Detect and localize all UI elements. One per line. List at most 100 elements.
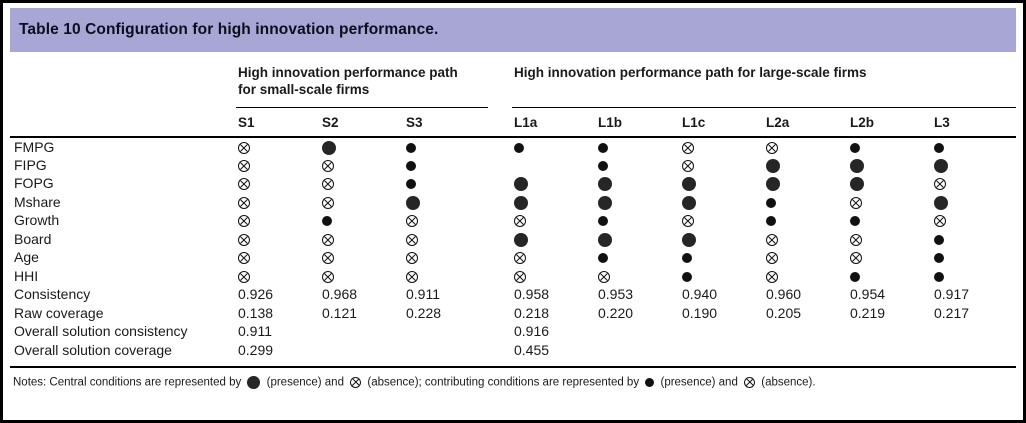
- column-header-s3: S3: [404, 107, 488, 138]
- stat-cell: 0.217: [934, 304, 970, 321]
- stat-cell: 0.220: [598, 304, 634, 321]
- gap-cell: [488, 137, 512, 156]
- central-presence-symbol: [514, 232, 528, 247]
- condition-cell: [320, 248, 404, 267]
- contributing-presence-legend-icon: [645, 377, 655, 387]
- condition-cell: [680, 137, 764, 156]
- stat-cell: 0.958: [514, 286, 550, 302]
- stat-cell: 0.219: [850, 304, 886, 321]
- condition-cell: [320, 174, 404, 193]
- absence-symbol: [934, 178, 946, 191]
- central-presence-symbol: [598, 195, 612, 210]
- absence-symbol: [322, 159, 334, 172]
- central-presence-symbol: [934, 195, 948, 210]
- condition-cell: [764, 229, 848, 248]
- absence-symbol: [682, 159, 694, 172]
- absence-symbol: [766, 141, 778, 154]
- absence-symbol: [598, 270, 610, 283]
- stat-row: Consistency 0.926 0.968 0.911 0.958 0.953 0.94…: [10, 285, 1016, 304]
- stat-cell: 0.953: [598, 286, 634, 302]
- stat-cell: 0.917: [934, 286, 970, 302]
- stat-cell: 0.121: [322, 304, 358, 321]
- condition-cell: [848, 155, 932, 174]
- column-header-s1: S1: [236, 107, 320, 138]
- absence-symbol: [322, 196, 334, 209]
- condition-cell: [764, 248, 848, 267]
- stat-cell: 0.926: [238, 286, 274, 302]
- central-presence-legend-icon: [247, 375, 261, 389]
- group-header-large-scale: High innovation performance path for lar…: [512, 65, 1017, 108]
- cond-row: Board: [10, 229, 1016, 248]
- absence-symbol: [766, 252, 778, 265]
- table-title-band: Table 10 Configuration for high innovati…: [10, 8, 1016, 52]
- stat-cell: [764, 322, 848, 341]
- stat-cell: [680, 322, 764, 341]
- contrib-presence-symbol: [934, 234, 944, 245]
- absence-symbol: [238, 159, 250, 172]
- condition-cell: [404, 211, 488, 230]
- column-header-l2a: L2a: [764, 107, 848, 138]
- central-presence-symbol: [766, 158, 780, 173]
- absence-symbol: [322, 233, 334, 246]
- gap-cell: [488, 211, 512, 230]
- condition-cell: [236, 229, 320, 248]
- absence-symbol: [850, 196, 862, 209]
- stat-cell: [680, 340, 764, 359]
- stat-cell: 0.968: [322, 286, 358, 302]
- absence-symbol: [766, 270, 778, 283]
- condition-cell: [680, 248, 764, 267]
- group-gap: [488, 65, 512, 107]
- column-header-row: S1 S2 S3 L1a L1b L1c L2a L2b L3: [10, 107, 1017, 138]
- contrib-presence-symbol: [766, 216, 776, 227]
- condition-cell: [512, 266, 596, 285]
- condition-cell: [932, 266, 1016, 285]
- stat-cell: 0.138: [238, 304, 274, 321]
- condition-cell: [680, 174, 764, 193]
- column-header-l2b: L2b: [848, 107, 932, 138]
- condition-cell: [404, 266, 488, 285]
- condition-cell: [680, 266, 764, 285]
- column-header-s2: S2: [320, 107, 404, 138]
- condition-cell: [764, 211, 848, 230]
- row-label: Overall solution consistency: [14, 323, 188, 339]
- stat-cell: 0.911: [238, 323, 272, 339]
- stat-cell: [848, 340, 932, 359]
- condition-cell: [848, 211, 932, 230]
- stat-cell: [596, 322, 680, 341]
- column-header-gap: [488, 107, 512, 138]
- condition-cell: [596, 248, 680, 267]
- condition-cell: [320, 211, 404, 230]
- cond-row: Age: [10, 248, 1016, 267]
- stat-cell: 0.205: [766, 304, 802, 321]
- contrib-presence-symbol: [514, 142, 524, 153]
- group-header-spacer: [10, 65, 236, 107]
- cond-row: FOPG: [10, 174, 1016, 193]
- condition-cell: [596, 174, 680, 193]
- condition-cell: [932, 155, 1016, 174]
- contrib-presence-symbol: [934, 142, 944, 153]
- absence-symbol: [238, 196, 250, 209]
- absence-symbol: [514, 252, 526, 265]
- gap-cell: [488, 248, 512, 267]
- contrib-presence-symbol: [406, 179, 416, 190]
- gap-cell: [488, 322, 512, 341]
- absence-symbol: [406, 233, 418, 246]
- absence-symbol: [934, 215, 946, 228]
- cond-row: Mshare: [10, 192, 1016, 211]
- absence-symbol: [850, 252, 862, 265]
- absence-symbol: [238, 215, 250, 228]
- group-header-small-scale: High innovation performance path for sma…: [236, 65, 488, 108]
- central-presence-symbol: [598, 232, 612, 247]
- condition-cell: [680, 211, 764, 230]
- condition-cell: [596, 192, 680, 211]
- central-presence-symbol: [850, 158, 864, 173]
- row-label: Raw coverage: [14, 304, 104, 321]
- stat-cell: 0.218: [514, 304, 550, 321]
- condition-cell: [320, 229, 404, 248]
- absence-symbol: [766, 233, 778, 246]
- condition-cell: [680, 229, 764, 248]
- central-presence-symbol: [322, 140, 336, 155]
- absence-symbol: [238, 270, 250, 283]
- condition-cell: [512, 229, 596, 248]
- condition-cell: [512, 155, 596, 174]
